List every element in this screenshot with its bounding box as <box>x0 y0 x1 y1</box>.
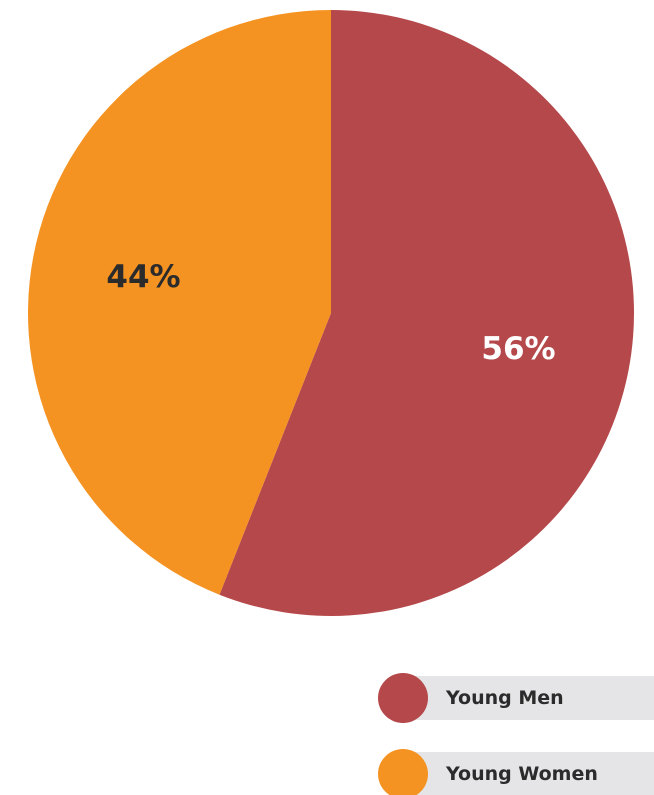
slice-label-young-women: 44% <box>106 259 180 295</box>
legend-label-young-women: Young Women <box>446 763 598 785</box>
pie-slice-young-women <box>27 10 331 595</box>
legend-bar <box>402 676 654 720</box>
legend-swatch-young-men <box>378 673 428 723</box>
legend-label-young-men: Young Men <box>446 687 564 709</box>
legend-swatch-young-women <box>378 749 428 795</box>
legend-item-young-men: Young Men <box>378 673 654 723</box>
slice-label-young-men: 56% <box>481 331 555 367</box>
pie-slice-young-men <box>219 10 635 616</box>
legend-bar <box>402 752 654 795</box>
legend-item-young-women: Young Women <box>378 749 654 795</box>
